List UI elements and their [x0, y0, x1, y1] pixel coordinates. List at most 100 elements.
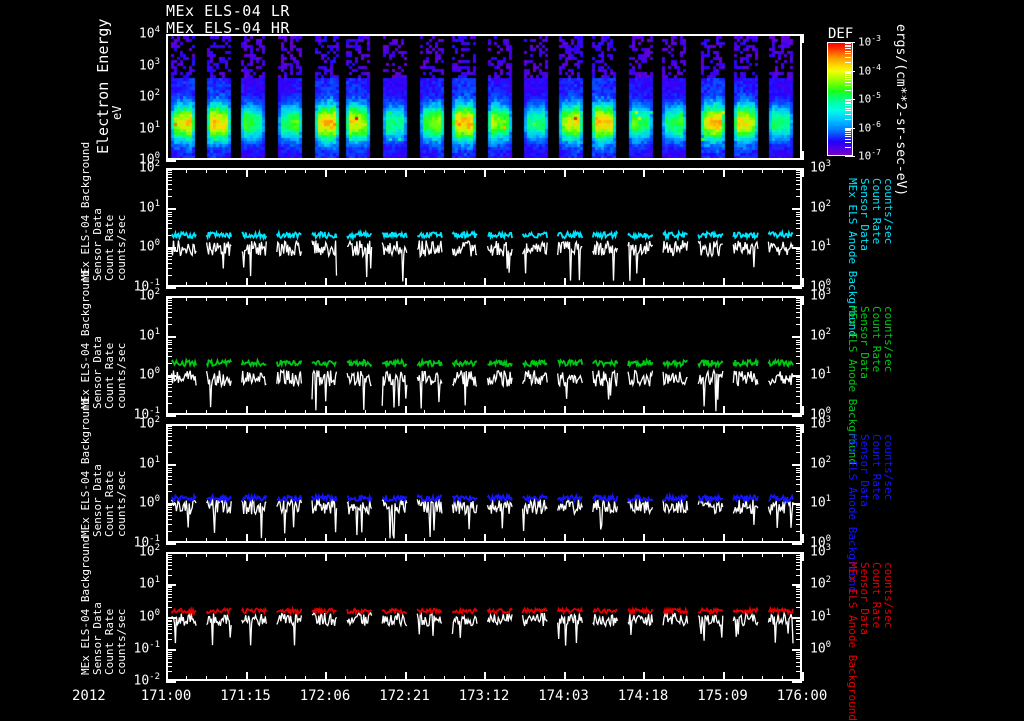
right-label-units: counts/sec — [882, 562, 895, 629]
colorbar-tick-minor — [845, 82, 851, 83]
background-trace — [662, 358, 688, 370]
sensor-data-trace — [767, 610, 794, 644]
x-tick-minor — [206, 168, 207, 173]
x-tick-minor — [186, 538, 187, 543]
y-tick-minor-right — [796, 403, 802, 404]
x-axis-tick-label: 172:21 — [379, 688, 430, 704]
x-tick-minor — [186, 552, 187, 557]
x-tick-minor — [504, 296, 505, 301]
colorbar-tick-minor — [845, 53, 851, 54]
x-axis-tick-label: 171:00 — [140, 688, 192, 704]
y-tick-minor-left — [166, 452, 172, 453]
x-tick-minor — [544, 282, 545, 287]
x-tick-minor — [385, 538, 386, 543]
background-trace — [170, 357, 197, 369]
y-tick-minor-left — [166, 300, 172, 301]
y-tick-major-right — [792, 296, 802, 298]
y-tick-major-left — [166, 681, 176, 683]
x-tick-major — [325, 534, 327, 543]
y-tick-major-right — [792, 168, 802, 170]
x-tick-minor — [305, 168, 306, 173]
x-tick-major — [643, 168, 645, 177]
x-tick-major — [723, 672, 725, 681]
background-trace — [346, 492, 373, 504]
x-axis-tick-label: 173:12 — [458, 688, 510, 704]
colorbar-tick-minor — [845, 139, 851, 140]
y-tick-minor-right — [796, 223, 802, 224]
left-label-instrument: MEx ELS-04 Background — [79, 269, 92, 409]
x-tick-minor — [285, 538, 286, 543]
x-tick-major — [643, 672, 645, 681]
sensor-data-trace — [557, 239, 583, 281]
x-tick-minor — [683, 296, 684, 301]
panel-frame-4 — [166, 552, 802, 681]
y-tick-minor-right — [796, 337, 802, 338]
x-tick-major — [564, 278, 566, 287]
background-trace — [275, 359, 303, 369]
right-label-units: counts/sec — [882, 434, 895, 501]
x-tick-minor — [444, 296, 445, 301]
x-tick-minor — [524, 552, 525, 557]
y-tick-minor-left — [166, 259, 172, 260]
y-tick-major-right — [792, 375, 802, 377]
sensor-data-trace — [662, 612, 689, 627]
x-tick-minor — [285, 424, 286, 429]
x-tick-major — [246, 424, 248, 433]
sensor-data-trace — [170, 240, 197, 257]
x-tick-minor — [663, 552, 664, 557]
x-tick-minor — [504, 282, 505, 287]
sensor-data-trace — [347, 239, 373, 278]
background-trace — [732, 493, 759, 505]
y-tick-minor-right — [796, 268, 802, 269]
y-tick-minor-left — [166, 363, 172, 364]
x-tick-minor — [305, 676, 306, 681]
x-tick-minor — [603, 168, 604, 173]
y-tick-minor-right — [796, 228, 802, 229]
background-trace — [241, 229, 268, 242]
y-tick-major-right — [792, 543, 802, 545]
x-tick-minor — [226, 296, 227, 301]
x-tick-minor — [444, 676, 445, 681]
x-tick-minor — [703, 552, 704, 557]
x-tick-major — [802, 406, 804, 415]
sensor-data-trace — [170, 497, 197, 528]
background-trace — [487, 229, 513, 241]
y-tick-minor-left — [166, 555, 172, 556]
colorbar-tick-minor — [845, 46, 851, 47]
y-tick-minor-left — [166, 384, 172, 385]
colorbar-tick-minor — [845, 132, 851, 133]
y-tick-minor-left — [166, 519, 172, 520]
background-trace — [381, 607, 407, 615]
x-tick-minor — [365, 296, 366, 301]
y-axis-label-right: 102 — [810, 326, 832, 343]
y-tick-minor-right — [796, 639, 802, 640]
y-tick-minor-left — [166, 507, 172, 508]
y-tick-minor-left — [166, 180, 172, 181]
y-tick-minor-left — [166, 597, 172, 598]
colorbar-tick-minor — [845, 77, 851, 78]
y-tick-minor-right — [796, 308, 802, 309]
x-tick-minor — [285, 282, 286, 287]
x-tick-minor — [663, 282, 664, 287]
y-tick-minor-right — [796, 505, 802, 506]
x-tick-minor — [345, 424, 346, 429]
y-tick-minor-left — [166, 629, 172, 630]
y-tick-minor-left — [166, 440, 172, 441]
x-tick-minor — [782, 410, 783, 415]
colorbar-units-label: ergs/(cm**2-sr-sec-eV) — [893, 24, 908, 197]
colorbar-tick-minor — [845, 62, 851, 63]
y-axis-label-left: 101 — [138, 454, 160, 471]
y-axis-label-right: 103 — [810, 159, 832, 176]
panel-0-yunits: eV — [110, 105, 124, 120]
x-tick-minor — [226, 552, 227, 557]
x-axis-tick-label: 174:03 — [538, 688, 589, 704]
x-tick-minor — [265, 424, 266, 429]
sensor-data-trace — [416, 240, 443, 259]
x-tick-major — [405, 296, 407, 305]
x-tick-minor — [782, 282, 783, 287]
x-tick-minor — [424, 424, 425, 429]
y-tick-minor-right — [796, 426, 802, 427]
electron-energy-spectrogram — [168, 36, 800, 158]
x-tick-minor — [186, 282, 187, 287]
